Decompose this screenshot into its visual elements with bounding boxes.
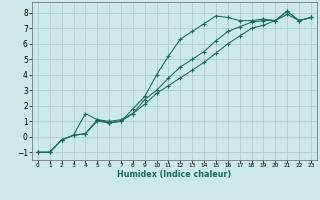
- X-axis label: Humidex (Indice chaleur): Humidex (Indice chaleur): [117, 170, 232, 179]
